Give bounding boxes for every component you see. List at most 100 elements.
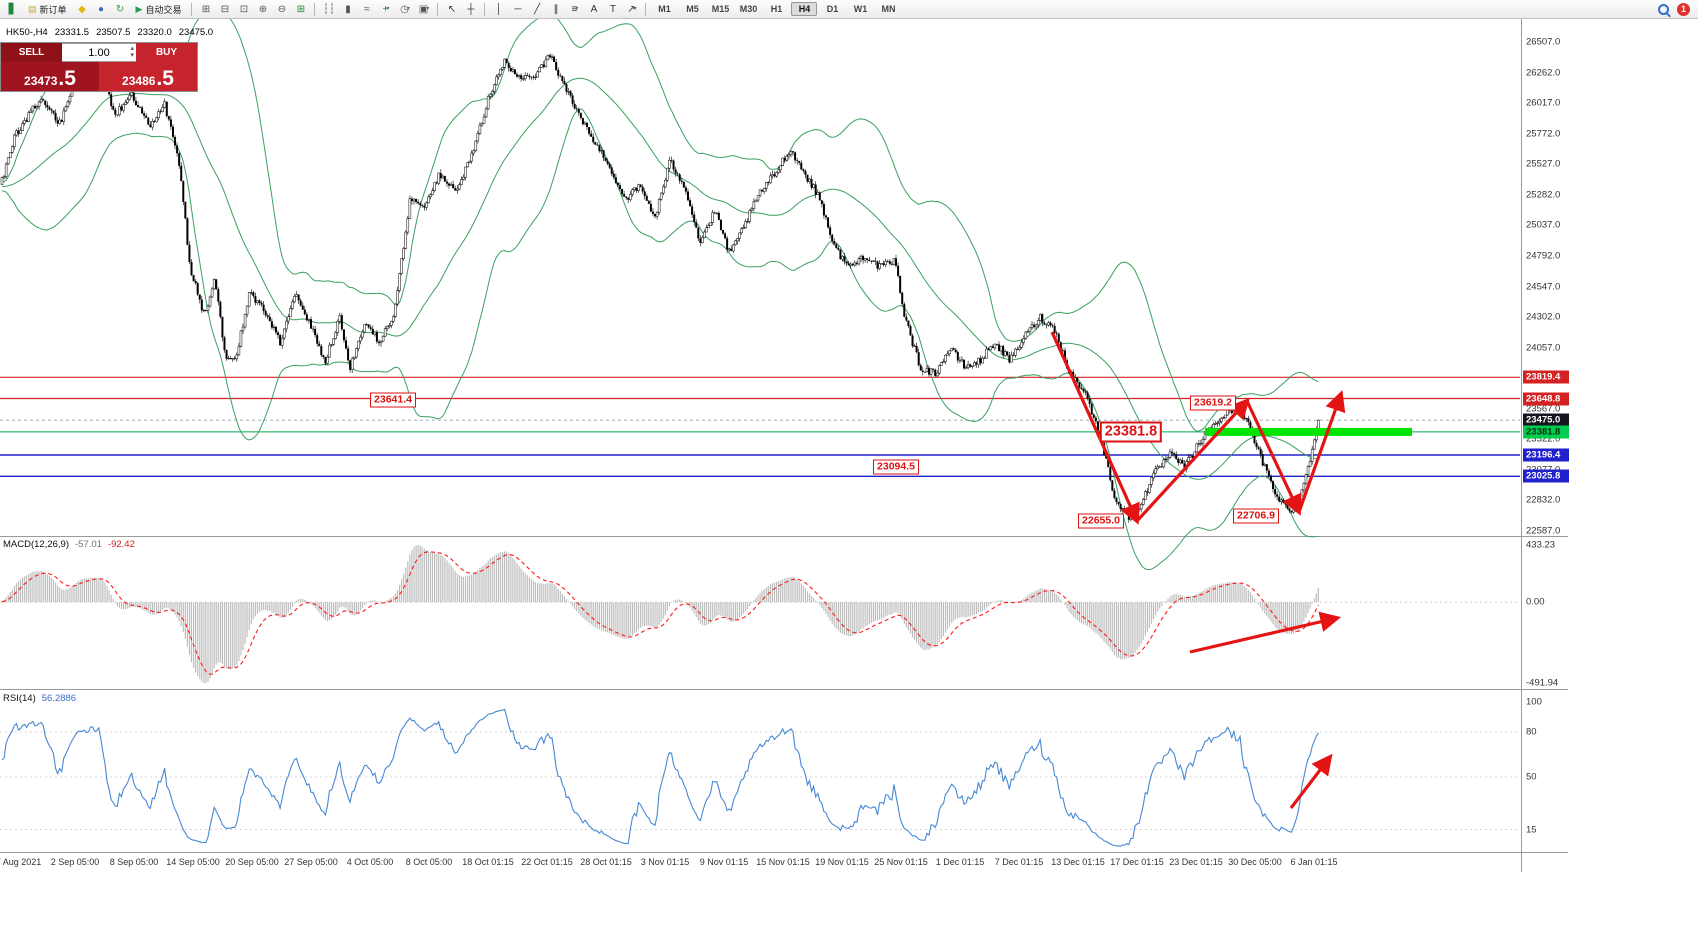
rsi-value: 56.2886 <box>41 693 77 704</box>
time-axis-label: 25 Nov 01:15 <box>874 857 928 867</box>
price-label-marker[interactable]: 22655.0 <box>1078 513 1124 529</box>
chart-template-icon[interactable]: ▣ ▾ <box>418 3 430 15</box>
window-layout-icon[interactable]: ⊡ <box>239 3 249 15</box>
buy-button[interactable]: BUY <box>136 43 197 62</box>
price-badge-blue: 23025.8 <box>1523 469 1569 483</box>
timeframe-button-w1[interactable]: W1 <box>853 4 868 14</box>
time-axis-label: 19 Nov 01:15 <box>815 857 869 867</box>
volume-up-button[interactable]: ▴ <box>130 45 134 52</box>
toolbar-separator <box>191 2 193 16</box>
notification-badge[interactable]: 1 <box>1677 2 1690 16</box>
macd-scale-label: 433.23 <box>1526 539 1556 551</box>
symbol-ohlc-line: HK50-,H4 23331.5 23507.5 23320.0 23475.0 <box>6 27 213 38</box>
bar-chart-icon[interactable]: ┆┆ <box>322 3 335 15</box>
arrows-tool-icon[interactable]: ↗ ▾ <box>627 3 637 15</box>
trendline-icon[interactable]: ╱ <box>533 3 540 15</box>
time-axis-label: 18 Oct 01:15 <box>462 857 514 867</box>
timeframe-button-d1[interactable]: D1 <box>826 4 839 14</box>
sell-button[interactable]: SELL <box>1 43 62 62</box>
timeframe-button-mn[interactable]: MN <box>881 4 896 14</box>
price-scale-label: 24302.0 <box>1526 311 1561 323</box>
crosshair-icon[interactable]: ┼ <box>467 3 475 15</box>
zoom-out-icon[interactable]: ⊖ <box>277 3 287 15</box>
open-value: 23331.5 <box>54 27 90 38</box>
refresh-icon[interactable]: ↻ <box>115 3 125 15</box>
line-chart-icon[interactable]: ≈ <box>364 3 370 15</box>
timeframe-button-h1[interactable]: H1 <box>770 4 783 14</box>
timeframe-button-m15[interactable]: M15 <box>711 4 730 14</box>
time-axis-label: 30 Dec 05:00 <box>1228 857 1282 867</box>
price-scale-label: 23322.0 <box>1526 433 1561 445</box>
price-label-marker[interactable]: 23641.4 <box>370 392 416 408</box>
price-scale-label: 22587.0 <box>1526 525 1561 537</box>
new-order-icon: ▤ <box>28 3 37 14</box>
price-label-marker[interactable]: 23619.2 <box>1190 395 1236 411</box>
tile-windows-icon[interactable]: ⊟ <box>220 3 230 15</box>
volume-input[interactable]: 1.00 ▴ ▾ <box>62 43 136 62</box>
profile-icon[interactable]: ● <box>98 3 105 15</box>
macd-label-row: MACD(12,26,9) -57.01 -92.42 <box>3 539 135 550</box>
sell-price[interactable]: 23473.5 <box>1 62 99 91</box>
add-indicator-icon[interactable]: + ▾ <box>382 3 390 15</box>
time-axis-label: 2 Sep 05:00 <box>50 857 100 867</box>
low-value: 23320.0 <box>137 27 172 38</box>
time-axis-label: 7 Dec 01:15 <box>994 857 1044 867</box>
price-scale-label: 26262.0 <box>1526 67 1561 79</box>
market-watch-icon[interactable]: ⊞ <box>296 3 306 15</box>
timeframe-button-m1[interactable]: M1 <box>658 4 671 14</box>
rsi-label-row: RSI(14) 56.2886 <box>3 693 76 704</box>
chart-window-icon[interactable]: ▋ <box>8 3 17 15</box>
candlestick-chart-icon[interactable]: ▮ <box>345 3 351 15</box>
time-axis-label: 9 Nov 01:15 <box>699 857 749 867</box>
fibonacci-icon[interactable]: ≡ ▾ <box>571 3 579 15</box>
volume-down-button[interactable]: ▾ <box>130 52 134 59</box>
price-scale-label: 25527.0 <box>1526 158 1561 170</box>
time-axis-label: 23 Dec 01:15 <box>1169 857 1223 867</box>
zoom-in-icon[interactable]: ⊕ <box>258 3 268 15</box>
time-axis-label: 4 Oct 05:00 <box>346 857 394 867</box>
high-value: 23507.5 <box>96 27 131 38</box>
chevron-down-icon[interactable]: ▾ <box>406 5 410 12</box>
price-scale-label: 25772.0 <box>1526 128 1561 140</box>
favorites-icon[interactable]: ◆ <box>78 3 86 15</box>
price-badge-blue: 23196.4 <box>1523 448 1569 462</box>
price-scale-label: 25282.0 <box>1526 189 1561 201</box>
time-axis-label: 8 Sep 05:00 <box>109 857 159 867</box>
time-axis-label: 13 Dec 01:15 <box>1051 857 1105 867</box>
timeframe-clock-icon[interactable]: ◷ ▾ <box>400 3 410 15</box>
buy-price[interactable]: 23486.5 <box>99 62 197 91</box>
autotrading-button-label: 自动交易 <box>145 4 182 15</box>
toolbar-separator <box>484 2 486 16</box>
toolbar-separator <box>314 2 316 16</box>
text-label-icon[interactable]: T <box>609 3 617 15</box>
time-axis-label: 3 Nov 01:15 <box>640 857 690 867</box>
new-order-button[interactable]: ▤ 新订单 <box>23 2 72 17</box>
price-scale-label: 25037.0 <box>1526 219 1561 231</box>
price-label-marker[interactable]: 23094.5 <box>873 459 919 475</box>
price-label-marker[interactable]: 23381.8 <box>1099 421 1163 443</box>
search-icon[interactable] <box>1658 3 1669 15</box>
cursor-icon[interactable]: ↖ <box>447 3 457 15</box>
chevron-down-icon[interactable]: ▾ <box>633 5 637 12</box>
horizontal-line-icon[interactable]: ─ <box>514 3 522 15</box>
chevron-down-icon[interactable]: ▾ <box>426 5 430 12</box>
timeframe-button-m5[interactable]: M5 <box>686 4 699 14</box>
price-scale-label: 26017.0 <box>1526 97 1561 109</box>
vertical-line-icon[interactable]: │ <box>495 3 503 15</box>
autotrading-button[interactable]: ▶ 自动交易 <box>131 2 187 17</box>
toolbar-separator <box>437 2 439 16</box>
text-icon[interactable]: A <box>590 3 598 15</box>
indicators-window-icon[interactable]: ⊞ <box>201 3 211 15</box>
chevron-down-icon[interactable]: ▾ <box>575 5 579 12</box>
macd-scale-label: 0.00 <box>1526 596 1545 608</box>
price-scale-label: 24547.0 <box>1526 281 1561 292</box>
price-label-marker[interactable]: 22706.9 <box>1233 508 1279 524</box>
price-scale-label: 24057.0 <box>1526 342 1561 354</box>
timeframe-button-m30[interactable]: M30 <box>739 4 758 14</box>
channel-icon[interactable]: ∥ <box>553 3 559 15</box>
price-badge-current: 23475.0 <box>1523 413 1569 427</box>
timeframe-button-h4[interactable]: H4 <box>791 2 818 16</box>
chevron-down-icon[interactable]: ▾ <box>386 5 390 12</box>
